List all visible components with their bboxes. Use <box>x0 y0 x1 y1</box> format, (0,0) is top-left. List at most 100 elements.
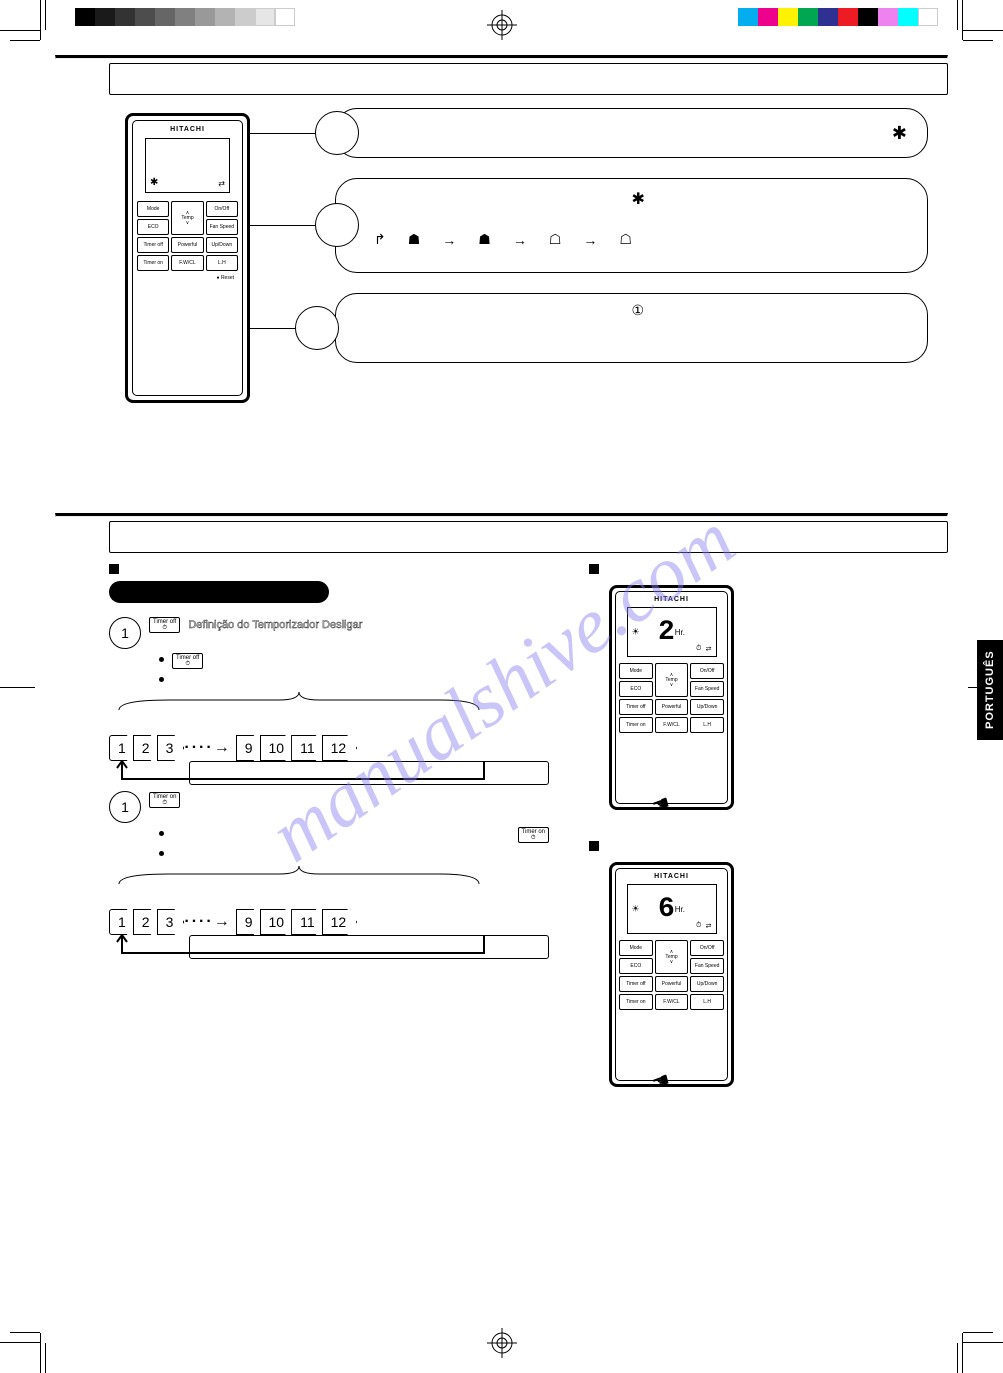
loop-arrow-2 <box>104 935 494 965</box>
timeron-button[interactable]: Timer on <box>619 717 653 733</box>
updown-button[interactable]: Up/Down <box>690 699 724 715</box>
callout-3-line <box>250 328 295 329</box>
mode-button[interactable]: Mode <box>619 663 653 679</box>
mode-button[interactable]: Mode <box>619 940 653 956</box>
callout-1-line <box>250 133 315 134</box>
timeron-button[interactable]: Timer on <box>137 255 169 271</box>
num-tag: 2 <box>133 735 161 761</box>
swing-icon: ⇄ <box>218 179 225 188</box>
language-tab: PORTUGUÊS <box>977 640 1003 740</box>
timeroff-button[interactable]: Timer off <box>619 976 653 992</box>
hr-label: Hr. <box>675 628 685 637</box>
section2-title-box <box>109 521 948 553</box>
num-tag: 12 <box>322 909 358 935</box>
fanspeed-button[interactable]: Fan Speed <box>206 219 238 235</box>
sub-heading-right-2 <box>589 840 948 852</box>
sun-icon: ☀ <box>632 904 640 915</box>
page-content: HITACHI ✱ ⇄ Mode ∧Temp∨ On/Off ECO Fan S… <box>55 55 948 1318</box>
timeroff-button[interactable]: Timer off <box>137 237 169 253</box>
number-sequence-1: 1 2 3 ····→ 9 10 11 12 <box>109 735 549 761</box>
speed-low-icon: ☖ <box>549 231 562 248</box>
timer-section: 1 Timer off⏱ Definição do Temporizador D… <box>55 563 948 1117</box>
power-icon-circled: ① <box>632 302 645 319</box>
step-timer-off: 1 Timer off⏱ Definição do Temporizador D… <box>109 617 549 649</box>
digit-6: 6 <box>658 894 673 925</box>
bullet-icon <box>109 564 119 574</box>
timer-left-column: 1 Timer off⏱ Definição do Temporizador D… <box>109 563 549 1117</box>
step-title: Definição do Temporizador Desligar <box>188 619 362 631</box>
temp-button[interactable]: ∧Temp∨ <box>655 663 689 697</box>
registration-mark-bottom <box>487 1328 517 1363</box>
eco-button[interactable]: ECO <box>619 681 653 697</box>
registration-mark-top <box>487 10 517 45</box>
sub-heading-left <box>109 563 549 575</box>
num-tag: 1 <box>109 735 137 761</box>
eco-button[interactable]: ECO <box>137 219 169 235</box>
step-number-1b: 1 <box>109 791 141 823</box>
timeroff-button[interactable]: Timer off <box>619 699 653 715</box>
fan-icon-mid: ✱ <box>632 189 645 209</box>
callout-2: ✱ ↱ ☗ → ☗ → ☖ → ☖ <box>335 178 928 273</box>
arrow-icon: → <box>583 232 597 248</box>
digit-2: 2 <box>658 617 673 648</box>
temp-button[interactable]: ∧Temp∨ <box>655 940 689 974</box>
num-tag: 10 <box>260 909 296 935</box>
section-rule-mid <box>55 513 948 517</box>
eco-button[interactable]: ECO <box>619 958 653 974</box>
updown-button[interactable]: Up/Down <box>206 237 238 253</box>
arrow-icon: → <box>513 232 527 248</box>
fanspeed-button[interactable]: Fan Speed <box>690 958 724 974</box>
clock-icon: ⏱ <box>696 922 701 930</box>
fanspeed-button[interactable]: Fan Speed <box>690 681 724 697</box>
powerful-button[interactable]: Powerful <box>655 976 689 992</box>
temp-button[interactable]: ∧Temp∨ <box>171 201 203 235</box>
step1-bullets: Timer off⏱ <box>159 653 549 682</box>
sun-icon: ☀ <box>632 627 640 638</box>
ellipsis-arrow: ····→ <box>184 739 231 757</box>
number-sequence-2-wrap: 1 2 3 ····→ 9 10 11 12 <box>109 866 549 935</box>
number-sequence-2: 1 2 3 ····→ 9 10 11 12 <box>109 909 549 935</box>
fwcl-button[interactable]: F.W/CL <box>171 255 203 271</box>
ellipsis-arrow: ····→ <box>184 913 231 931</box>
section-rule-top <box>55 55 948 59</box>
step-timer-on: 1 Timer on⏱ <box>109 791 549 823</box>
lh-button[interactable]: L.H <box>206 255 238 271</box>
fan-section: HITACHI ✱ ⇄ Mode ∧Temp∨ On/Off ECO Fan S… <box>55 103 948 513</box>
remote-lcd: ✱ ⇄ <box>145 138 230 193</box>
timeron-button[interactable]: Timer on <box>619 994 653 1010</box>
fwcl-button[interactable]: F.W/CL <box>655 994 689 1010</box>
fan-icon: ✱ <box>150 177 158 188</box>
callout-3-pointer <box>295 306 339 350</box>
swing-icon: ⇄ <box>706 922 712 930</box>
onoff-button[interactable]: On/Off <box>206 201 238 217</box>
num-tag: 9 <box>236 735 264 761</box>
lh-button[interactable]: L.H <box>690 994 724 1010</box>
step2-bullets: Timer on⏱ <box>159 827 549 856</box>
onoff-button[interactable]: On/Off <box>690 940 724 956</box>
callout-1: ✱ <box>335 108 928 158</box>
hr-label: Hr. <box>675 905 685 914</box>
fwcl-button[interactable]: F.W/CL <box>655 717 689 733</box>
arrow-icon: → <box>442 232 456 248</box>
powerful-button[interactable]: Powerful <box>655 699 689 715</box>
remote-lcd-2hr: ☀ 2 Hr. ⏱ ⇄ <box>627 607 717 657</box>
powerful-button[interactable]: Powerful <box>171 237 203 253</box>
remote-example-on: HITACHI ☀ 6 Hr. ⏱ ⇄ Mode ∧Temp∨ On/Off E… <box>609 862 734 1087</box>
lh-button[interactable]: L.H <box>690 717 724 733</box>
black-rounded-bar <box>109 581 329 603</box>
num-tag: 10 <box>260 735 296 761</box>
remote-lcd-6hr: ☀ 6 Hr. ⏱ ⇄ <box>627 884 717 934</box>
brace-icon <box>109 692 489 712</box>
mode-button[interactable]: Mode <box>137 201 169 217</box>
reset-label: ● Reset <box>133 275 234 281</box>
remote-example-off: HITACHI ☀ 2 Hr. ⏱ ⇄ Mode ∧Temp∨ On/Off E… <box>609 585 734 810</box>
bullet-icon <box>589 564 599 574</box>
updown-button[interactable]: Up/Down <box>690 976 724 992</box>
brace-icon <box>109 866 489 886</box>
clock-icon: ⏱ <box>696 645 701 653</box>
remote-illustration: HITACHI ✱ ⇄ Mode ∧Temp∨ On/Off ECO Fan S… <box>125 113 250 403</box>
color-bar <box>738 8 938 26</box>
timer-on-button-icon: Timer on⏱ <box>149 792 180 808</box>
onoff-button[interactable]: On/Off <box>690 663 724 679</box>
number-sequence-1-wrap: 1 2 3 ····→ 9 10 11 12 <box>109 692 549 761</box>
